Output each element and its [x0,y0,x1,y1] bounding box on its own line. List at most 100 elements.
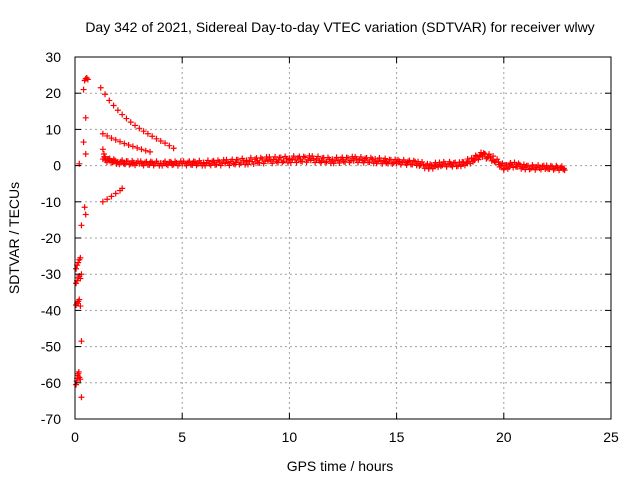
data-point [189,160,196,167]
y-tick-label: -20 [41,230,61,246]
axis-ticks: 0 5 10 15 20 25 -70 -60 -50 -40 -30 -20 -10 0 10 20 30 [41,49,619,445]
data-point [119,111,126,118]
data-point [393,158,400,165]
data-point [275,156,282,163]
data-point [244,161,251,168]
data-point [436,161,443,168]
data-point [420,161,427,168]
data-point [470,156,477,163]
data-point [106,97,113,104]
data-point [322,159,329,166]
data-point [108,135,115,142]
data-point [232,159,239,166]
data-point [77,376,84,383]
data-point [522,164,529,171]
x-tick-label: 25 [603,429,619,445]
data-point [532,164,539,171]
data-point [477,152,484,159]
data-point [114,107,121,114]
data-point [134,144,141,151]
y-tick-label: -40 [41,302,61,318]
chart-title: Day 342 of 2021, Sidereal Day-to-day VTE… [85,19,594,35]
data-point [147,148,154,155]
data-point [82,151,89,158]
data-point [200,160,207,167]
data-point [168,160,175,167]
data-point [257,154,264,161]
data-point [77,303,84,310]
data-point [99,130,106,137]
data-point [367,154,374,161]
data-point [138,146,145,153]
data-point [82,114,89,121]
data-point [409,161,416,168]
data-point [247,154,254,161]
data-point [419,158,426,165]
data-point [179,160,186,167]
data-point [366,158,373,165]
data-point [136,125,143,132]
data-point [106,157,113,164]
data-point [129,160,136,167]
data-point [76,296,83,303]
data-point [286,156,293,163]
data-point [382,155,389,162]
data-point [194,160,201,167]
data-point [415,160,422,167]
data-point [550,166,557,173]
data-point [204,157,211,164]
data-point [153,135,160,142]
data-point [157,160,164,167]
y-tick-label: -30 [41,266,61,282]
data-point [211,159,218,166]
data-point [82,211,89,218]
data-point [112,190,119,197]
data-point [404,159,411,166]
data-point [560,166,567,173]
y-axis-label: SDTVAR / TECUs [6,182,22,294]
data-point [513,161,520,168]
data-point [121,160,128,167]
data-point [488,157,495,164]
y-tick-label: 20 [45,85,61,101]
data-point [75,368,82,375]
data-point [121,140,128,147]
data-point [75,259,82,266]
data-point [318,158,325,165]
data-point [480,149,487,156]
data-point [554,164,561,171]
data-point [170,145,177,152]
data-point [166,142,173,149]
data-point [114,159,121,166]
data-point [357,153,364,160]
data-point [138,160,145,167]
data-point [226,162,233,169]
data-point [78,222,85,229]
y-tick-label: -60 [41,375,61,391]
data-points [73,74,568,401]
x-tick-label: 0 [71,429,79,445]
data-point [80,139,87,146]
data-point [340,156,346,163]
data-point [297,156,304,163]
data-point [127,119,134,126]
data-point [507,160,514,167]
data-point [140,128,147,135]
data-point [100,151,107,158]
data-point [500,165,507,172]
data-point [464,160,471,167]
data-point [375,158,382,165]
data-point [495,158,502,165]
data-point [123,115,130,122]
data-point [494,156,501,163]
data-point [543,164,550,171]
data-point [460,159,467,166]
data-point [520,161,527,168]
data-point [77,275,84,282]
data-point [77,254,84,261]
data-point [119,185,126,192]
grid-lines [75,57,611,419]
data-point [314,153,321,160]
data-point [496,161,503,168]
